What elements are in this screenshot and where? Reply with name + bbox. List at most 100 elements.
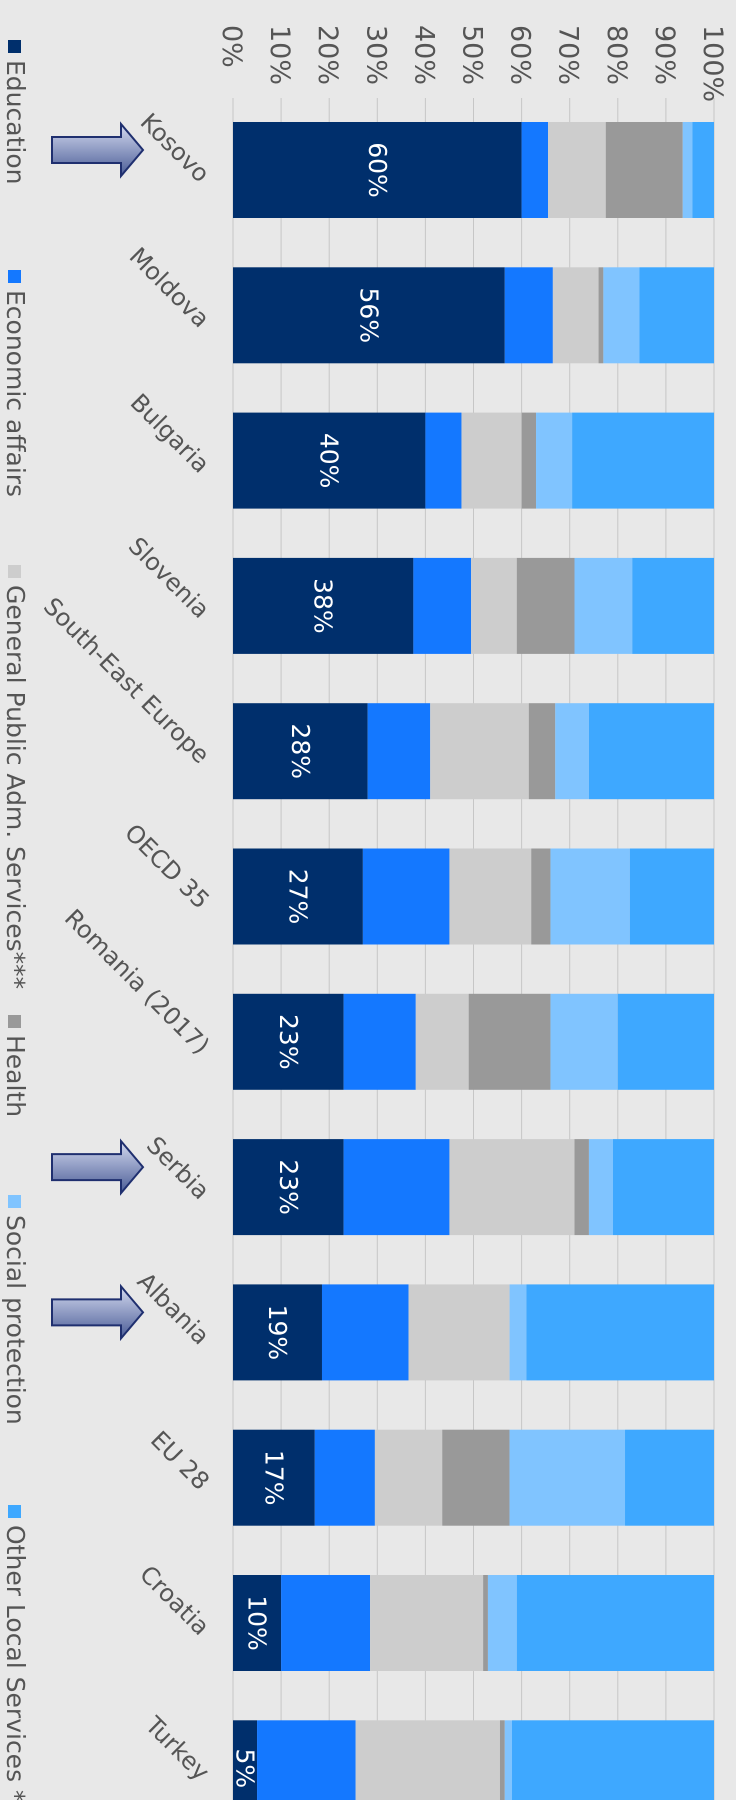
legend-swatch-economic-affairs <box>8 270 21 283</box>
category-label: Bulgaria <box>125 388 215 478</box>
bar-segment-social-protection-serbia <box>588 1139 613 1236</box>
category-label: Serbia <box>141 1131 215 1205</box>
bar-segment-economic-affairs-albania <box>321 1284 409 1381</box>
legend-label: Other Local Services **** <box>1 1525 30 1800</box>
bar-segment-education-kosovo <box>233 122 522 218</box>
category-label: Croatia <box>134 1560 215 1641</box>
bar-segment-health-romania-2017 <box>468 993 551 1090</box>
data-label: 17% <box>259 1450 288 1506</box>
bar-segment-social-protection-south-east-europe <box>555 703 589 800</box>
bar-segment-health-serbia <box>574 1139 589 1236</box>
bar-segment-economic-affairs-serbia <box>343 1139 450 1236</box>
bar-segment-other-local-services-romania-2017 <box>617 993 714 1090</box>
legend-label: Education <box>1 60 30 184</box>
legend-label: Social protection <box>1 1215 30 1425</box>
category-label: Slovenia <box>123 532 215 624</box>
bars: 60% 56% 40% 38% 28% 27% 23% 23% 19% 17% 10% 5% <box>231 122 714 1800</box>
value-axis: 0% 10% 20% 30% 40% 50% 60% 70% 80% 90% 100% <box>216 25 728 102</box>
bar-segment-education-albania <box>233 1284 322 1381</box>
bar-segment-other-local-services-albania <box>526 1284 714 1381</box>
bar-segment-health-south-east-europe <box>528 703 556 800</box>
bar-segment-general-public-adm-services-croatia <box>370 1575 484 1671</box>
bar-segment-general-public-adm-services-serbia <box>449 1139 575 1236</box>
bar-segment-social-protection-slovenia <box>574 557 633 654</box>
tick-label: 100% <box>697 25 728 102</box>
tick-label: 90% <box>649 25 680 85</box>
legend-swatch-health <box>8 1015 21 1028</box>
legend-label: Economic affairs <box>1 290 30 497</box>
bar-segment-general-public-adm-services-moldova <box>552 267 599 364</box>
bar-segment-social-protection-albania <box>509 1284 527 1381</box>
category-label: Romania (2017) <box>59 904 215 1060</box>
data-label: 40% <box>315 433 344 489</box>
highlight-arrows <box>51 121 145 1342</box>
data-label: 10% <box>243 1595 272 1651</box>
legend-swatch-general-public-adm-services <box>8 565 21 578</box>
bar-segment-education-romania-2017 <box>233 993 344 1090</box>
category-label: EU 28 <box>145 1426 215 1496</box>
bar-segment-economic-affairs-kosovo <box>521 122 549 218</box>
bar-segment-social-protection-romania-2017 <box>550 993 618 1090</box>
data-label: 5% <box>231 1748 260 1788</box>
arrow-icon <box>51 1283 145 1342</box>
bar-segment-health-bulgaria <box>521 412 537 509</box>
tick-label: 40% <box>408 25 439 85</box>
data-label: 27% <box>283 869 312 925</box>
bar-segment-other-local-services-croatia <box>516 1575 714 1671</box>
bar-segment-other-local-services-turkey <box>511 1720 714 1800</box>
bar-segment-other-local-services-south-east-europe <box>588 703 714 800</box>
data-label: 23% <box>274 1014 303 1070</box>
data-label: 23% <box>274 1159 303 1215</box>
bar-segment-economic-affairs-oecd-35 <box>362 848 450 945</box>
data-label: 19% <box>263 1305 292 1361</box>
data-label: 28% <box>286 723 315 779</box>
category-label: Turkey <box>139 1710 215 1786</box>
category-axis: Kosovo Moldova Bulgaria SloveniaSouth-East … <box>38 108 215 1786</box>
bar-segment-general-public-adm-services-slovenia <box>471 557 517 654</box>
bar-segment-health-oecd-35 <box>531 848 551 945</box>
bar-segment-education-moldova <box>233 267 505 364</box>
bar-segment-social-protection-croatia <box>487 1575 517 1671</box>
bar-segment-education-croatia <box>233 1575 282 1671</box>
bar-segment-social-protection-eu-28 <box>509 1429 626 1526</box>
bar-segment-health-turkey <box>499 1720 505 1800</box>
bar-segment-general-public-adm-services-kosovo <box>548 122 606 218</box>
legend-label: Health <box>1 1035 30 1117</box>
bar-segment-education-turkey <box>233 1720 258 1800</box>
tick-label: 70% <box>553 25 584 85</box>
tick-label: 20% <box>312 25 343 85</box>
bar-segment-other-local-services-bulgaria <box>572 412 714 509</box>
bar-segment-education-slovenia <box>233 557 414 654</box>
bar-segment-health-slovenia <box>516 557 575 654</box>
bar-segment-other-local-services-slovenia <box>632 557 714 654</box>
legend-swatch-education <box>8 40 21 53</box>
bar-segment-health-kosovo <box>605 122 683 218</box>
bar-segment-other-local-services-kosovo <box>692 122 714 218</box>
bar-segment-economic-affairs-south-east-europe <box>367 703 431 800</box>
bar-segment-economic-affairs-croatia <box>281 1575 371 1671</box>
data-label: 56% <box>354 288 383 344</box>
bar-segment-social-protection-moldova <box>603 267 640 364</box>
bar-segment-social-protection-bulgaria <box>536 412 573 509</box>
bar-segment-economic-affairs-slovenia <box>413 557 472 654</box>
category-label: OECD 35 <box>119 819 215 915</box>
bar-segment-economic-affairs-bulgaria <box>425 412 462 509</box>
tick-label: 10% <box>264 25 295 85</box>
bar-segment-general-public-adm-services-south-east-europe <box>430 703 529 800</box>
bar-segment-education-bulgaria <box>233 412 426 509</box>
bar-segment-general-public-adm-services-eu-28 <box>374 1429 443 1526</box>
category-label: Kosovo <box>135 108 215 188</box>
bar-segment-general-public-adm-services-albania <box>408 1284 510 1381</box>
bar-segment-health-eu-28 <box>442 1429 510 1526</box>
category-label: Moldova <box>124 242 215 333</box>
bar-segment-general-public-adm-services-turkey <box>355 1720 500 1800</box>
legend: Education Economic affairs General Public … <box>1 40 30 1800</box>
tick-label: 50% <box>457 25 488 85</box>
tick-label: 0% <box>216 25 247 68</box>
bar-segment-other-local-services-moldova <box>639 267 714 364</box>
legend-swatch-other-local-services <box>8 1505 21 1518</box>
bar-segment-general-public-adm-services-bulgaria <box>461 412 522 509</box>
tick-label: 60% <box>505 25 536 85</box>
bar-segment-economic-affairs-romania-2017 <box>343 993 416 1090</box>
bar-segment-general-public-adm-services-romania-2017 <box>415 993 469 1090</box>
